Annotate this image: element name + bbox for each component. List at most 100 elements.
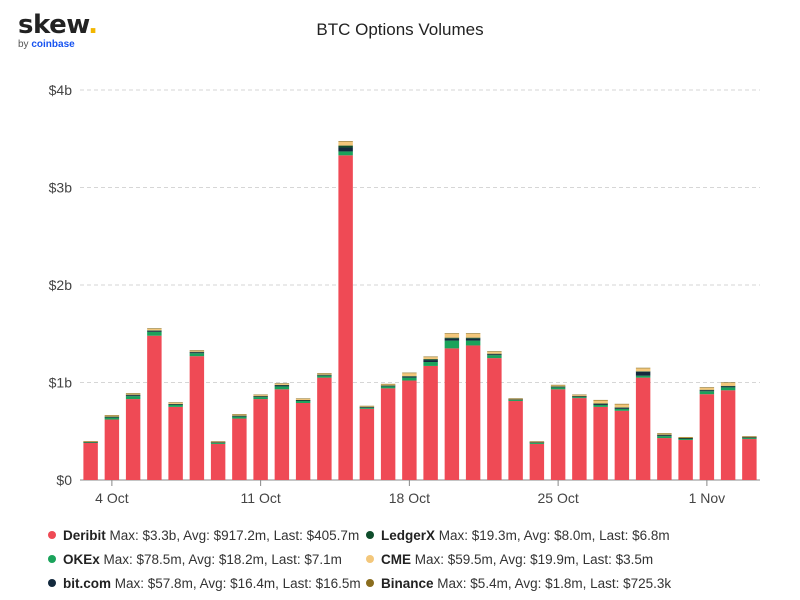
bar-segment-cme	[210, 441, 226, 443]
bar-segment-deribit	[83, 442, 98, 480]
bar-segment-ledgerx	[593, 403, 608, 404]
legend-item-ledgerx[interactable]: LedgerX Max: $19.3m, Avg: $8.0m, Last: $…	[366, 528, 670, 543]
bar-segment-bit-com	[402, 376, 417, 378]
bar-segment-okex	[274, 386, 290, 390]
bar-segment-cme	[699, 387, 715, 390]
bar-segment-cme	[380, 384, 396, 386]
bar-segment-cme	[168, 402, 183, 404]
bar-segment-ledgerx	[359, 406, 375, 408]
bar-segment-okex	[147, 331, 162, 336]
bar-segment-cme	[423, 357, 438, 360]
bar-segment-okex	[699, 391, 715, 395]
bar-segment-binance	[104, 415, 120, 416]
legend-stats: Max: $19.3m, Avg: $8.0m, Last: $6.8m	[438, 528, 670, 543]
bar-segment-cme	[678, 437, 693, 439]
bar-segment-ledgerx	[253, 396, 268, 397]
bar-segment-cme	[614, 404, 630, 408]
bar-segment-deribit	[657, 438, 672, 480]
bar-segment-bit-com	[614, 407, 630, 409]
bar-segment-ledgerx	[147, 330, 162, 331]
bar-segment-cme	[720, 382, 736, 386]
logo-by-text: by	[18, 39, 29, 50]
bar-segment-bit-com	[635, 371, 651, 376]
legend-item-deribit[interactable]: Deribit Max: $3.3b, Avg: $917.2m, Last: …	[48, 528, 359, 543]
bar-segment-ledgerx	[380, 385, 396, 386]
bar-segment-deribit	[104, 419, 120, 480]
legend-item-binance[interactable]: Binance Max: $5.4m, Avg: $1.8m, Last: $7…	[366, 576, 671, 591]
bar-segment-bit-com	[742, 437, 757, 439]
bar-segment-okex	[593, 404, 608, 407]
bar-segment-bit-com	[699, 390, 715, 392]
bar-segment-ledgerx	[678, 437, 693, 439]
legend-name: CME	[381, 552, 411, 567]
legend-name: OKEx	[63, 552, 100, 567]
bar-segment-deribit	[465, 345, 481, 480]
bar-segment-okex	[614, 408, 630, 411]
legend-stats: Max: $3.3b, Avg: $917.2m, Last: $405.7m	[109, 528, 360, 543]
bar-segment-deribit	[274, 389, 290, 480]
legend-item-bit-com[interactable]: bit.com Max: $57.8m, Avg: $16.4m, Last: …	[48, 576, 361, 591]
bar-segment-cme	[742, 436, 757, 438]
bar-segment-ledgerx	[614, 407, 630, 408]
bar-segment-cme	[593, 400, 608, 404]
bar-segment-binance	[402, 372, 417, 374]
bar-segment-deribit	[614, 410, 630, 480]
bar-segment-binance	[253, 394, 268, 396]
bar-segment-binance	[359, 405, 375, 407]
bar-segment-binance	[550, 384, 566, 386]
bar-segment-ledgerx	[444, 337, 460, 339]
bar-segment-bit-com	[168, 404, 183, 405]
chart-title: BTC Options Volumes	[316, 20, 484, 39]
bar-segment-bit-com	[572, 396, 587, 398]
bar-segment-okex	[168, 404, 183, 407]
bar-segment-cme	[147, 328, 162, 331]
bar-segment-ledgerx	[274, 384, 290, 386]
bar-segment-cme	[104, 415, 120, 417]
bar-segment-okex	[295, 401, 311, 403]
legend-stats: Max: $78.5m, Avg: $18.2m, Last: $7.1m	[103, 552, 342, 567]
bar-segment-deribit	[487, 358, 502, 480]
bar-segment-binance	[338, 141, 353, 142]
legend-item-okex[interactable]: OKEx Max: $78.5m, Avg: $18.2m, Last: $7.…	[48, 552, 342, 567]
bar-segment-okex	[742, 438, 757, 440]
bar-segment-ledgerx	[657, 434, 672, 436]
bar-segment-bit-com	[423, 360, 438, 363]
bar-segment-cme	[635, 368, 651, 372]
bar-segment-bit-com	[274, 385, 290, 387]
bar-segment-cme	[317, 373, 332, 375]
bar-segment-deribit	[147, 335, 162, 480]
legend-marker-deribit	[48, 531, 56, 540]
bar-segment-binance	[147, 328, 162, 329]
bar-segment-binance	[444, 333, 460, 334]
bar-segment-okex	[657, 436, 672, 439]
bar-segment-okex	[720, 387, 736, 391]
bar-segment-binance	[678, 436, 693, 438]
bar-segment-bit-com	[189, 352, 205, 354]
legend-marker-binance	[366, 579, 374, 588]
bar-segment-ledgerx	[295, 399, 311, 401]
bar-segment-binance	[508, 398, 523, 399]
bar-segment-bit-com	[253, 396, 268, 398]
bar-segment-bit-com	[444, 338, 460, 341]
bar-segment-binance	[529, 441, 545, 442]
bar-segment-cme	[189, 350, 205, 352]
bar-segment-ledgerx	[317, 374, 332, 376]
bar-segment-binance	[125, 393, 141, 394]
bar-segment-bit-com	[380, 385, 396, 387]
bar-segment-bit-com	[678, 438, 693, 440]
bar-segment-binance	[168, 402, 183, 403]
legend-marker-cme	[366, 555, 374, 564]
bar-segment-binance	[699, 387, 715, 388]
x-tick-label: 11 Oct	[241, 490, 281, 506]
bar-segment-cme	[232, 414, 247, 416]
bar-segment-ledgerx	[487, 353, 502, 355]
legend-item-cme[interactable]: CME Max: $59.5m, Avg: $19.9m, Last: $3.5…	[366, 552, 653, 567]
bar-segment-binance	[423, 356, 438, 358]
bar-segment-ledgerx	[104, 416, 120, 418]
bar-segment-deribit	[742, 439, 757, 480]
bar-segment-binance	[295, 398, 311, 400]
bar-segment-deribit	[720, 390, 736, 480]
bar-segment-okex	[338, 151, 353, 156]
y-tick-label: $3b	[49, 180, 73, 196]
bar-segment-deribit	[317, 377, 332, 480]
